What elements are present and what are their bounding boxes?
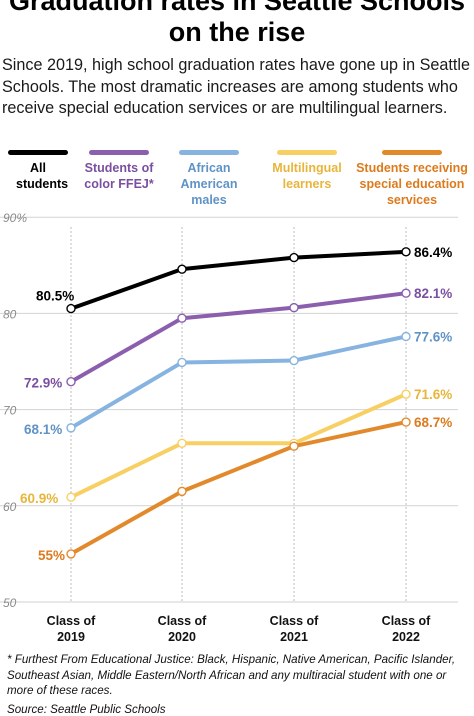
data-point-aam-1 [177, 357, 187, 368]
x-tick-label-3: Class of 2022 [382, 614, 431, 644]
legend-label-special-education: Students receiving special education ser… [356, 161, 468, 207]
end-value-label-ml: 71.6% [414, 387, 452, 402]
series-line-sped [69, 420, 408, 556]
legend-swatch-multilingual-learners [277, 150, 337, 155]
legend-item-multilingual-learners: Multilingual learners [264, 150, 350, 192]
data-point-sped-2 [289, 441, 299, 451]
chart-title: Graduation rates in Seattle Schools on t… [8, 0, 466, 47]
y-tick-label-80: 80 [3, 307, 17, 321]
series-line-all [69, 249, 408, 311]
start-value-label-all: 80.5% [36, 289, 74, 304]
data-point-sped-1 [177, 486, 187, 497]
legend-label-all: All students [16, 161, 69, 191]
x-tick-label-0: Class of 2019 [47, 614, 96, 644]
data-point-color-3 [401, 288, 411, 298]
line-chart: 90% 80 70 60 50 Class of 2019 Class of 2020 Class… [0, 211, 458, 644]
data-point-ml-0 [66, 492, 76, 502]
legend-item-special-education: Students receiving special education ser… [354, 150, 470, 208]
y-tick-label-60: 60 [3, 500, 17, 514]
x-tick-label-1: Class of 2020 [158, 614, 207, 644]
legend-label-african-american-males: African American males [180, 161, 238, 207]
data-point-aam-3 [401, 331, 411, 342]
data-point-aam-2 [289, 355, 299, 366]
legend-swatch-african-american-males [179, 150, 239, 155]
data-point-color-2 [289, 302, 299, 313]
data-point-aam-0 [66, 423, 76, 433]
data-point-all-3 [401, 247, 411, 257]
series-line-color [69, 291, 408, 384]
legend-swatch-all [8, 150, 68, 155]
data-point-all-1 [177, 264, 187, 274]
series-line-ml [69, 392, 408, 500]
y-tick-label-90: 90% [3, 211, 27, 225]
legend-swatch-special-education [382, 150, 442, 155]
start-value-label-color: 72.9% [24, 376, 62, 391]
legend-item-african-american-males: African American males [172, 150, 246, 208]
data-point-color-1 [177, 313, 187, 323]
data-point-color-0 [66, 377, 76, 387]
legend-label-students-of-color: Students of color FFEJ* [84, 161, 154, 191]
data-point-ml-3 [401, 389, 411, 399]
start-value-label-ml: 60.9% [20, 491, 58, 506]
end-value-label-sped: 68.7% [414, 415, 452, 430]
series-line-aam [69, 334, 408, 430]
source-note: Source: Seattle Public Schools [7, 703, 166, 716]
data-point-all-2 [289, 252, 299, 263]
chart-subtitle: Since 2019, high school graduation rates… [2, 56, 470, 117]
data-point-ml-1 [177, 438, 187, 448]
y-tick-label-50: 50 [3, 596, 17, 610]
data-point-all-0 [66, 303, 76, 314]
legend-item-students-of-color: Students of color FFEJ* [84, 150, 154, 192]
start-value-label-aam: 68.1% [24, 422, 62, 437]
y-tick-label-70: 70 [3, 404, 17, 418]
x-tick-label-2: Class of 2021 [270, 614, 319, 644]
legend-swatch-students-of-color [89, 150, 149, 155]
footnote: * Furthest From Educational Justice: Bla… [7, 653, 456, 698]
legend-item-all: All students [6, 150, 70, 192]
legend-label-multilingual-learners: Multilingual learners [272, 161, 342, 191]
data-point-sped-0 [66, 549, 76, 559]
end-value-label-aam: 77.6% [414, 329, 452, 344]
end-value-label-color: 82.1% [414, 286, 452, 301]
start-value-label-sped: 55% [38, 548, 65, 563]
end-value-label-all: 86.4% [414, 245, 452, 260]
data-point-sped-3 [401, 417, 411, 427]
